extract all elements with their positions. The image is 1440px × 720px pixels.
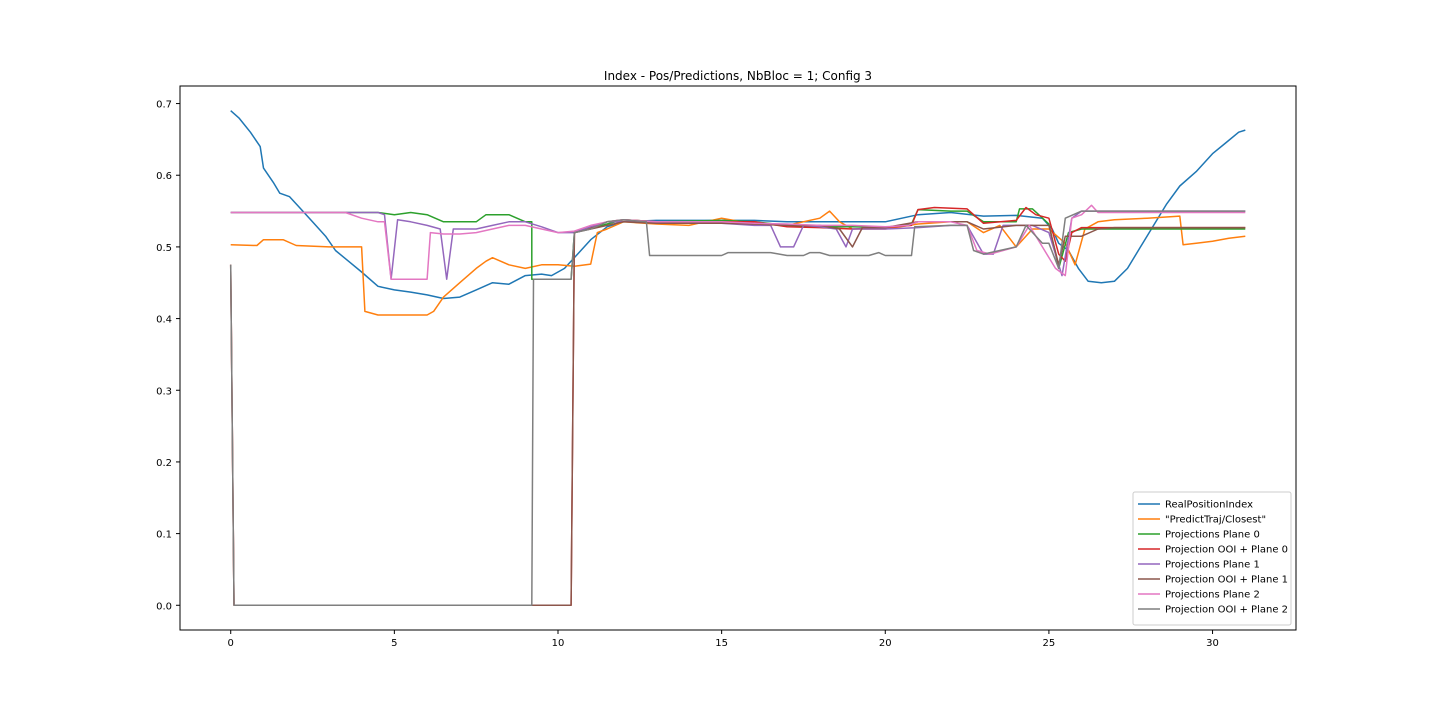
legend-label: "PredictTraj/Closest" [1165,515,1266,526]
series-line-5 [229,221,1246,607]
legend-label: Projection OOI + Plane 0 [1165,545,1288,556]
x-tick-label: 30 [1206,638,1219,649]
x-tick-label: 0 [228,638,234,649]
y-tick-label: 0.0 [156,601,172,612]
x-tick-label: 20 [879,638,892,649]
y-tick-label: 0.6 [156,171,172,182]
y-tick-label: 0.2 [156,458,172,469]
series-line-7 [229,210,1246,607]
legend-label: RealPositionIndex [1165,500,1253,511]
axes-frame [179,85,1297,631]
legend: RealPositionIndex "PredictTraj/Closest" Pr… [1132,491,1292,626]
series-line-6 [230,204,1246,280]
x-axis: 0 5 10 15 20 25 30 [228,630,1219,649]
y-axis: 0.0 0.1 0.2 0.3 0.4 0.5 0.6 0.7 [156,100,180,612]
series-layer [229,110,1246,607]
legend-label: Projections Plane 0 [1165,530,1260,541]
legend-label: Projection OOI + Plane 2 [1165,605,1288,616]
series-line-1 [230,210,1246,316]
chart-title: Index - Pos/Predictions, NbBloc = 1; Con… [604,69,872,83]
legend-label: Projections Plane 2 [1165,590,1260,601]
series-line-2 [230,208,1246,280]
y-tick-label: 0.7 [156,100,172,111]
legend-box [1132,491,1292,626]
x-tick-label: 25 [1043,638,1056,649]
x-tick-label: 15 [715,638,728,649]
x-tick-label: 5 [391,638,397,649]
series-line-3 [229,206,1246,607]
y-tick-label: 0.3 [156,386,172,397]
legend-label: Projection OOI + Plane 1 [1165,575,1288,586]
y-tick-label: 0.1 [156,530,172,541]
series-line-4 [230,210,1246,280]
x-tick-label: 10 [552,638,565,649]
series-line-0 [230,110,1246,300]
y-tick-label: 0.5 [156,243,172,254]
legend-label: Projections Plane 1 [1165,560,1260,571]
y-tick-label: 0.4 [156,315,172,326]
